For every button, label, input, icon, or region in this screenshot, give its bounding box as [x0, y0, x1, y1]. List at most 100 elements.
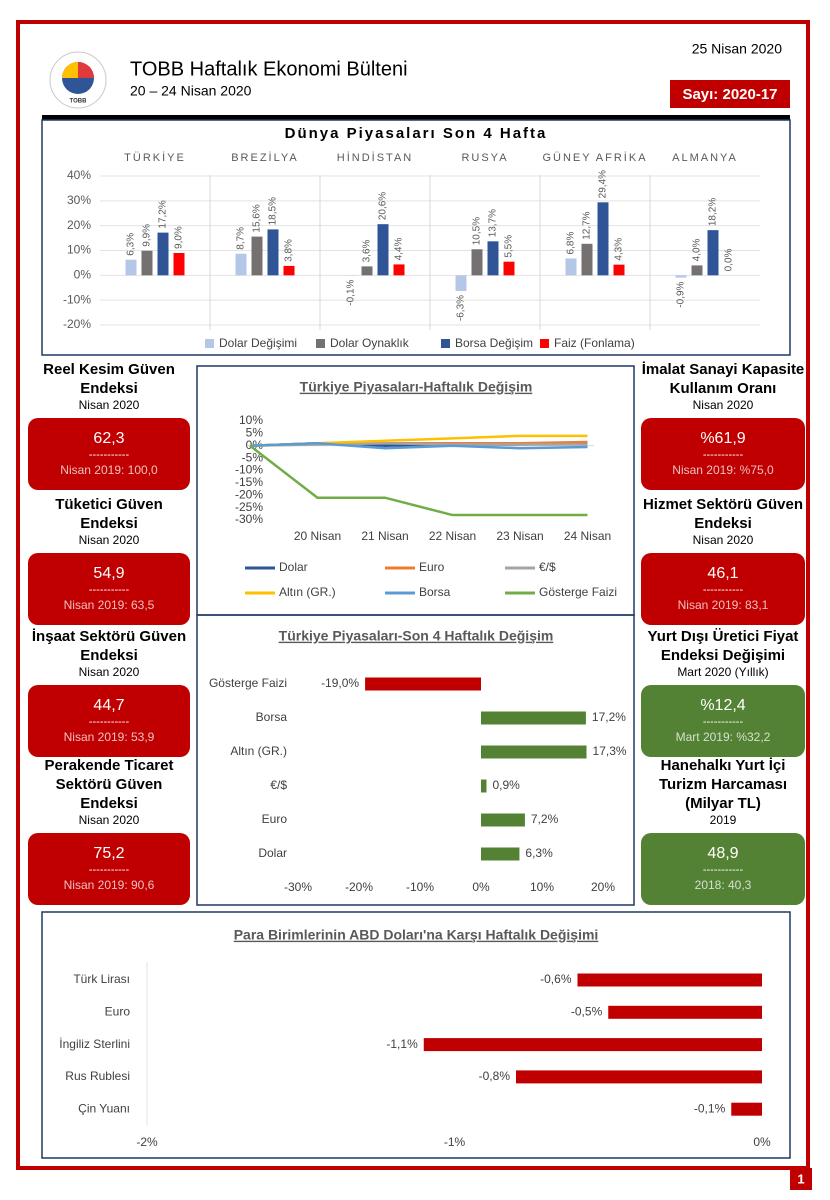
value-label: 0,9% [492, 778, 520, 792]
bar [707, 230, 719, 276]
bar [487, 241, 499, 276]
indicator-card: Yurt Dışı Üretici Fiyat Endeksi Değişimi… [641, 628, 805, 757]
indicator-box: %12,4 ----------- Mart 2019: %32,2 [641, 685, 805, 757]
x-tick-label: -2% [136, 1135, 158, 1149]
indicator-comparison: Mart 2019: %32,2 [675, 730, 771, 744]
bar [125, 259, 137, 276]
value-label: 10,5% [472, 217, 483, 245]
indicator-period: Nisan 2020 [78, 813, 140, 827]
value-label: 17,3% [593, 744, 627, 758]
indicator-heading: Reel Kesim Güven Endeksi Nisan 2020 [28, 360, 190, 413]
legend-label: Dolar Değişimi [219, 336, 297, 350]
panel-border [41, 911, 791, 1159]
chart-title: Türkiye Piyasaları-Son 4 Haftalık Değişi… [279, 628, 554, 644]
value-label: -0,1% [694, 1101, 726, 1115]
x-tick-label: 20 Nisan [294, 529, 341, 543]
indicator-heading: Perakende Ticaret Sektörü Güven Endeksi N… [28, 756, 190, 828]
indicator-separator: ----------- [88, 584, 130, 596]
value-label: 9,9% [142, 224, 153, 247]
value-label: 5,5% [504, 235, 515, 258]
legend-swatch [316, 339, 325, 348]
value-label: 17,2% [158, 200, 169, 228]
indicator-card: İnşaat Sektörü Güven Endeksi Nisan 2020 44… [28, 628, 190, 757]
bar [471, 249, 483, 276]
bar [516, 1070, 762, 1084]
chart-title: Dünya Piyasaları Son 4 Hafta [285, 125, 548, 142]
indicator-heading: Tüketici Güven Endeksi Nisan 2020 [28, 495, 190, 548]
category-label: Türk Lirası [73, 972, 130, 986]
indicator-heading: Hanehalkı Yurt İçi Turizm Harcaması (Mil… [641, 756, 805, 828]
category-label: HİNDİSTAN [337, 151, 413, 164]
indicator-title: Perakende Ticaret Sektörü Güven Endeksi [44, 757, 174, 812]
bar [691, 265, 703, 276]
value-label: 18,2% [708, 198, 719, 226]
value-label: 6,8% [566, 232, 577, 255]
panel-border [41, 119, 791, 356]
legend-label: Borsa Değişim [455, 336, 533, 350]
indicator-value: 46,1 [707, 565, 739, 582]
y-tick-label: -15% [235, 475, 263, 489]
y-tick-label: 0% [74, 268, 92, 282]
indicator-title: Reel Kesim Güven Endeksi [43, 361, 175, 397]
indicator-comparison: Nisan 2019: 53,9 [63, 730, 155, 744]
category-label: Borsa [256, 710, 288, 724]
value-label: 0,0% [724, 248, 735, 271]
indicator-period: Nisan 2020 [78, 533, 140, 547]
bulletin-title: TOBB Haftalık Ekonomi Bülteni [130, 58, 408, 80]
indicator-card: Hizmet Sektörü Güven Endeksi Nisan 2020 46… [641, 496, 805, 625]
bar [481, 847, 520, 861]
legend-swatch [540, 339, 549, 348]
legend-swatch [205, 339, 214, 348]
indicator-title: Hanehalkı Yurt İçi Turizm Harcaması (Mil… [658, 757, 788, 812]
y-tick-label: -10% [235, 463, 263, 477]
category-label: Euro [105, 1004, 131, 1018]
value-label: 4,3% [614, 238, 625, 261]
indicator-separator: ----------- [88, 864, 130, 876]
bar [613, 264, 625, 276]
category-label: TÜRKİYE [124, 151, 186, 164]
indicator-box: 62,3 ----------- Nisan 2019: 100,0 [28, 418, 190, 490]
x-tick-label: 22 Nisan [429, 529, 476, 543]
indicator-separator: ----------- [702, 584, 744, 596]
value-label: 29,4% [598, 170, 609, 198]
legend-label: Gösterge Faizi [539, 585, 617, 599]
y-tick-label: 30% [67, 193, 91, 207]
indicator-title: Tüketici Güven Endeksi [55, 496, 163, 532]
bar [423, 1038, 762, 1052]
category-label: Euro [262, 812, 288, 826]
legend-label: Euro [419, 560, 445, 574]
bar [235, 253, 247, 276]
bar [283, 265, 295, 276]
legend-label: Dolar Oynaklık [330, 336, 410, 350]
bar [565, 258, 577, 276]
indicator-value: 62,3 [93, 430, 125, 447]
value-label: 3,8% [284, 239, 295, 262]
value-label: 20,6% [378, 192, 389, 220]
value-label: 9,0% [174, 226, 185, 249]
value-label: 12,7% [582, 211, 593, 239]
bar [675, 275, 687, 278]
indicator-card: Reel Kesim Güven Endeksi Nisan 2020 62,3 --… [28, 361, 190, 490]
category-label: €/$ [270, 778, 287, 792]
indicator-card: Perakende Ticaret Sektörü Güven Endeksi N… [28, 757, 190, 905]
x-tick-label: 20% [591, 880, 615, 894]
indicator-box: 48,9 ----------- 2018: 40,3 [641, 833, 805, 905]
legend-swatch [441, 339, 450, 348]
indicator-box: %61,9 ----------- Nisan 2019: %75,0 [641, 418, 805, 490]
indicator-period: Mart 2020 (Yıllık) [677, 665, 769, 679]
indicator-value: 75,2 [93, 845, 125, 862]
bar [481, 813, 525, 827]
panel-border [196, 614, 635, 906]
value-label: 17,2% [592, 710, 626, 724]
chart-title: Türkiye Piyasaları-Haftalık Değişim [300, 379, 533, 395]
value-label: 4,4% [394, 238, 405, 261]
indicator-value: 44,7 [93, 697, 125, 714]
value-label: 6,3% [525, 846, 553, 860]
indicator-value: %12,4 [700, 697, 746, 714]
x-tick-label: 23 Nisan [496, 529, 543, 543]
x-tick-label: 24 Nisan [564, 529, 611, 543]
legend-label: Dolar [279, 560, 308, 574]
value-label: 4,0% [692, 238, 703, 261]
y-tick-label: -20% [63, 317, 91, 331]
